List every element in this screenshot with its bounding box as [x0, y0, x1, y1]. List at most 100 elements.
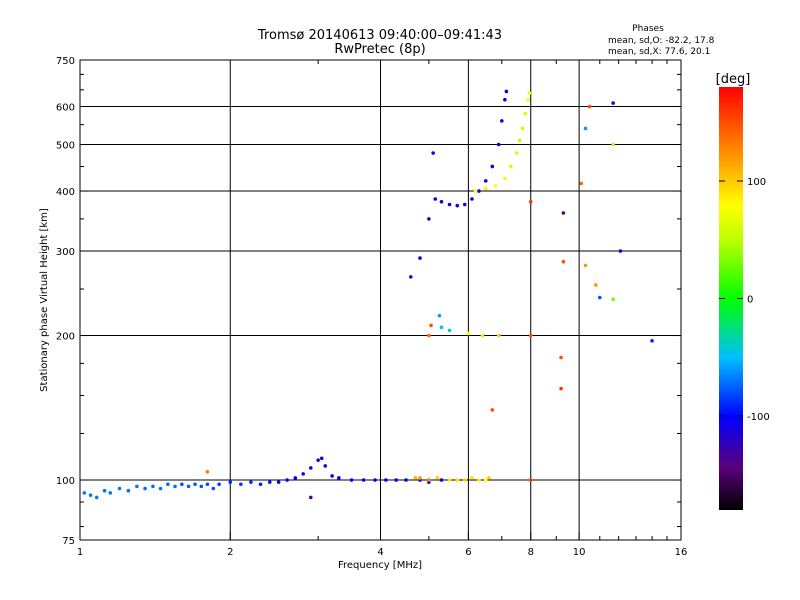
data-point: [211, 486, 216, 491]
data-point: [496, 142, 501, 147]
data-point: [594, 283, 598, 287]
data-point: [561, 211, 566, 215]
data-point: [173, 484, 177, 489]
data-point: [470, 476, 474, 480]
data-point: [180, 482, 184, 487]
data-point: [455, 203, 460, 208]
data-point: [514, 151, 519, 155]
data-point: [108, 491, 113, 495]
data-point: [611, 101, 615, 105]
data-point: [483, 478, 488, 482]
data-point: [293, 476, 298, 480]
data-point: [490, 164, 495, 169]
data-point: [439, 325, 444, 330]
data-point: [559, 386, 563, 391]
data-point: [561, 259, 566, 264]
data-point: [611, 297, 615, 302]
data-point: [135, 484, 139, 489]
chart-subtitle: RwPretec (8p): [334, 42, 425, 57]
y-tick-label: 500: [56, 141, 75, 152]
data-point: [94, 495, 99, 500]
y-tick-label: 75: [62, 536, 75, 547]
data-point: [470, 197, 474, 201]
x-tick-label: 8: [528, 547, 534, 558]
x-tick-label: 1: [77, 547, 83, 558]
data-point: [228, 480, 233, 484]
data-point: [205, 482, 210, 487]
data-point: [126, 488, 131, 493]
colorbar-label: [deg]: [716, 72, 751, 87]
data-point: [439, 478, 444, 482]
x-tick-label: 4: [377, 547, 383, 558]
data-point: [483, 179, 488, 183]
data-point: [143, 486, 147, 491]
data-point: [82, 491, 87, 495]
data-point: [427, 333, 431, 338]
data-point: [447, 478, 452, 482]
data-point: [447, 202, 452, 207]
data-point: [373, 478, 377, 482]
data-point: [583, 263, 588, 268]
colorbar-tick-label: -100: [747, 412, 770, 423]
data-point: [528, 333, 533, 338]
data-point: [151, 484, 155, 489]
data-point: [447, 328, 452, 333]
data-point: [276, 480, 281, 484]
data-point: [618, 249, 623, 253]
data-point: [337, 476, 341, 480]
x-axis-label: Frequency [MHz]: [338, 560, 422, 571]
y-tick-label: 400: [56, 187, 75, 198]
data-point: [433, 197, 438, 201]
data-point: [316, 458, 320, 462]
data-point: [526, 97, 530, 102]
stats-o-line: mean, sd,O: -82.2, 17.8: [608, 36, 715, 46]
x-axis-ticks: 1 2 4 6 8 10 16: [77, 60, 687, 558]
data-point: [439, 199, 444, 204]
data-point: [330, 474, 334, 478]
data-point: [418, 256, 422, 260]
data-point: [408, 275, 413, 279]
x-tick-label: 2: [227, 547, 233, 558]
data-point: [427, 217, 431, 221]
data-point: [361, 478, 366, 482]
data-point: [579, 181, 584, 186]
data-point: [205, 470, 210, 474]
data-point: [477, 478, 481, 482]
colorbar-tick-label: 0: [747, 295, 753, 306]
y-axis-label: Stationary phase Virtual Height [km]: [39, 208, 50, 392]
data-point: [503, 176, 507, 181]
data-point: [509, 164, 513, 169]
data-point: [117, 486, 122, 491]
data-point: [384, 478, 388, 482]
data-point: [267, 480, 272, 484]
y-axis-ticks: 75 100 200 300 400 500 600 750: [56, 56, 681, 547]
data-point: [435, 476, 440, 480]
data-point: [483, 186, 488, 191]
data-point: [88, 493, 93, 497]
data-point: [597, 295, 602, 300]
data-point: [413, 476, 418, 480]
data-point: [193, 482, 197, 487]
data-point: [319, 456, 324, 461]
data-point: [650, 339, 654, 343]
data-point: [462, 478, 467, 482]
data-point: [427, 478, 431, 482]
data-point: [520, 126, 525, 131]
data-point: [431, 151, 435, 155]
data-point: [493, 184, 498, 188]
x-tick-label: 6: [465, 547, 471, 558]
colorbar-ticks: 100 0 -100: [719, 177, 770, 423]
data-point: [308, 466, 313, 470]
data-point: [301, 472, 305, 476]
data-point: [404, 478, 408, 482]
data-point: [528, 199, 533, 204]
data-point: [285, 478, 289, 482]
stats-header: Phases: [632, 24, 664, 34]
data-point: [517, 138, 522, 143]
data-point: [527, 91, 532, 95]
data-point: [490, 408, 495, 412]
x-tick-label: 10: [573, 547, 586, 558]
data-point: [418, 476, 422, 480]
